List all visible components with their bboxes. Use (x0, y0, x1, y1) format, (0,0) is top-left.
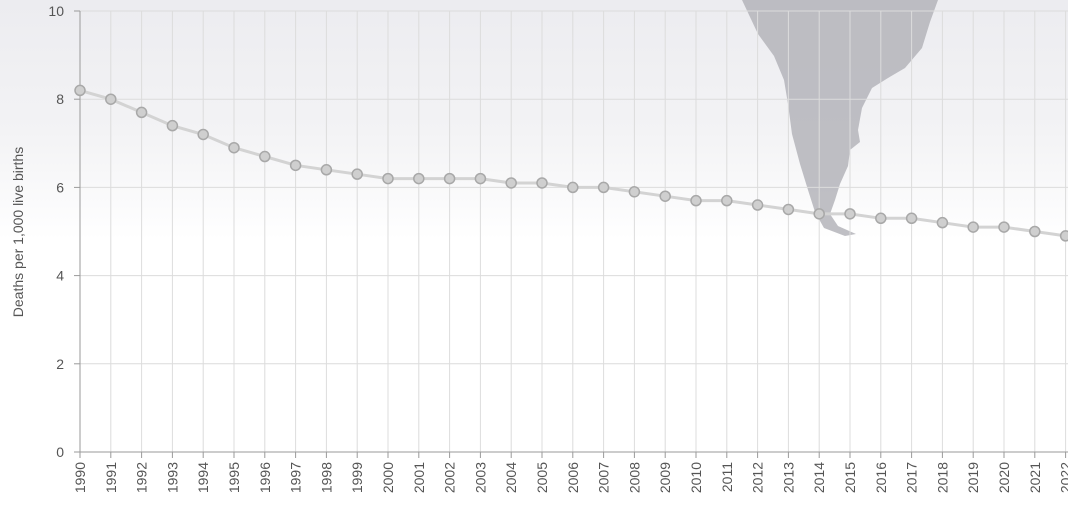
x-tick-label: 2011 (719, 462, 735, 492)
x-tick-label: 1992 (134, 462, 150, 493)
x-tick-label: 2017 (904, 462, 920, 493)
data-point (505, 177, 517, 189)
y-tick-label: 6 (56, 179, 64, 195)
y-axis-ticks: 0 2 4 6 8 10 (48, 3, 64, 460)
data-point (905, 212, 918, 225)
data-point (567, 181, 579, 194)
x-tick-label: 2020 (996, 462, 1012, 493)
data-point (259, 150, 271, 163)
y-axis-label: Deaths per 1,000 live births (10, 147, 26, 317)
data-point (875, 212, 887, 225)
data-point (751, 199, 764, 211)
y-tick-label: 10 (48, 3, 64, 19)
data-point (998, 221, 1010, 233)
data-point (536, 177, 548, 189)
data-point (597, 181, 610, 194)
x-tick-label: 2015 (842, 462, 858, 493)
data-point (74, 84, 86, 97)
data-point (659, 190, 671, 202)
x-tick-label: 2003 (472, 462, 488, 493)
y-tick-label: 8 (56, 91, 64, 107)
data-point (690, 194, 702, 207)
data-point (135, 106, 148, 119)
data-point (443, 172, 456, 185)
x-tick-label: 2016 (873, 462, 889, 493)
data-point (967, 221, 979, 233)
x-tick-label: 2006 (565, 462, 581, 493)
data-point (936, 216, 949, 229)
x-tick-label: 1999 (349, 462, 365, 493)
data-point (474, 172, 487, 185)
x-tick-label: 2000 (380, 462, 396, 493)
x-tick-label: 1990 (72, 462, 88, 493)
data-point (413, 172, 425, 185)
data-point (166, 119, 179, 132)
x-tick-label: 2022 (1058, 462, 1068, 493)
y-tick-label: 2 (56, 356, 64, 372)
grid-lines (80, 10, 1068, 452)
data-point (1059, 230, 1068, 242)
data-point (813, 208, 825, 220)
data-point (320, 164, 333, 176)
data-point (289, 159, 302, 172)
axes (74, 10, 1068, 458)
data-point (351, 168, 363, 180)
x-tick-label: 2007 (596, 462, 612, 493)
y-tick-label: 0 (56, 444, 64, 460)
x-tick-label: 2002 (442, 462, 458, 493)
data-point (1029, 225, 1041, 238)
data-point (382, 172, 394, 185)
x-tick-label: 2001 (411, 462, 427, 493)
x-tick-label: 2004 (503, 462, 519, 493)
x-tick-label: 2010 (688, 462, 704, 493)
x-tick-label: 1997 (288, 462, 304, 493)
x-tick-label: 1991 (103, 462, 119, 493)
x-tick-label: 2014 (811, 462, 827, 493)
x-tick-label: 2013 (780, 462, 796, 493)
x-tick-label: 2021 (1027, 462, 1043, 493)
data-point (628, 186, 641, 198)
x-tick-label: 1998 (318, 462, 334, 493)
data-point (721, 194, 733, 207)
data-point (197, 128, 209, 141)
x-tick-label: 2008 (626, 462, 642, 493)
x-tick-label: 2005 (534, 462, 550, 493)
x-tick-label: 2019 (965, 462, 981, 493)
x-tick-label: 1995 (226, 462, 242, 493)
data-point (105, 93, 117, 105)
data-point (844, 208, 856, 220)
x-axis-ticks: 1990 1991 1992 1993 1994 1995 1996 1997 1998 1999… (72, 462, 1068, 493)
x-tick-label: 2012 (750, 462, 766, 493)
data-points (74, 84, 1068, 242)
south-america-map-silhouette (742, 0, 938, 236)
data-point (228, 141, 240, 154)
x-tick-label: 1993 (164, 462, 180, 493)
x-tick-label: 1996 (257, 462, 273, 493)
y-tick-label: 4 (56, 268, 64, 284)
x-tick-label: 2009 (657, 462, 673, 493)
x-tick-label: 2018 (934, 462, 950, 493)
x-tick-label: 1994 (195, 462, 211, 493)
data-point (782, 203, 795, 216)
